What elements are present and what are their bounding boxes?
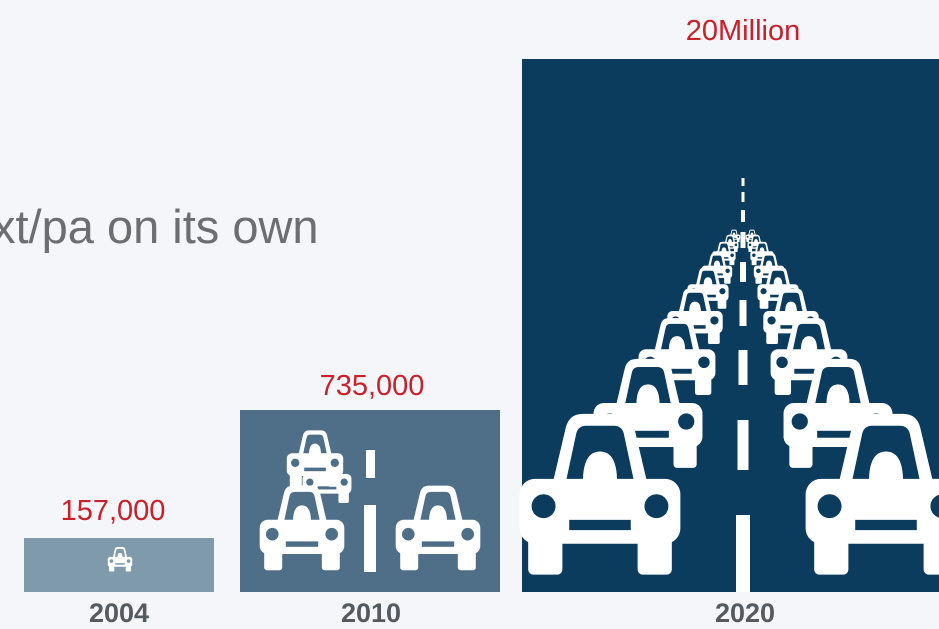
lane-mark [736,515,750,592]
item-2020: 20Million 2020 [519,15,939,628]
value-label: 157,000 [61,495,166,527]
lane-mark [741,178,745,186]
lane-mark [366,450,375,478]
lane-mark [739,300,747,326]
lane-mark [738,350,748,385]
lane-mark [741,210,745,222]
year-label: 2020 [715,598,775,628]
value-label: 20Million [686,15,800,47]
lane-mark [364,505,376,572]
year-label: 2010 [341,598,401,628]
lane-mark [740,232,746,248]
lane-mark [740,262,746,282]
item-2010: 735,000 2010 [240,370,500,628]
lane-mark [741,192,745,202]
heading: xt/pa on its own [0,200,319,253]
year-label: 2004 [89,598,149,628]
lane-mark [737,420,749,470]
item-2004: 157,000 2004 [24,495,214,628]
value-label: 735,000 [320,370,425,402]
